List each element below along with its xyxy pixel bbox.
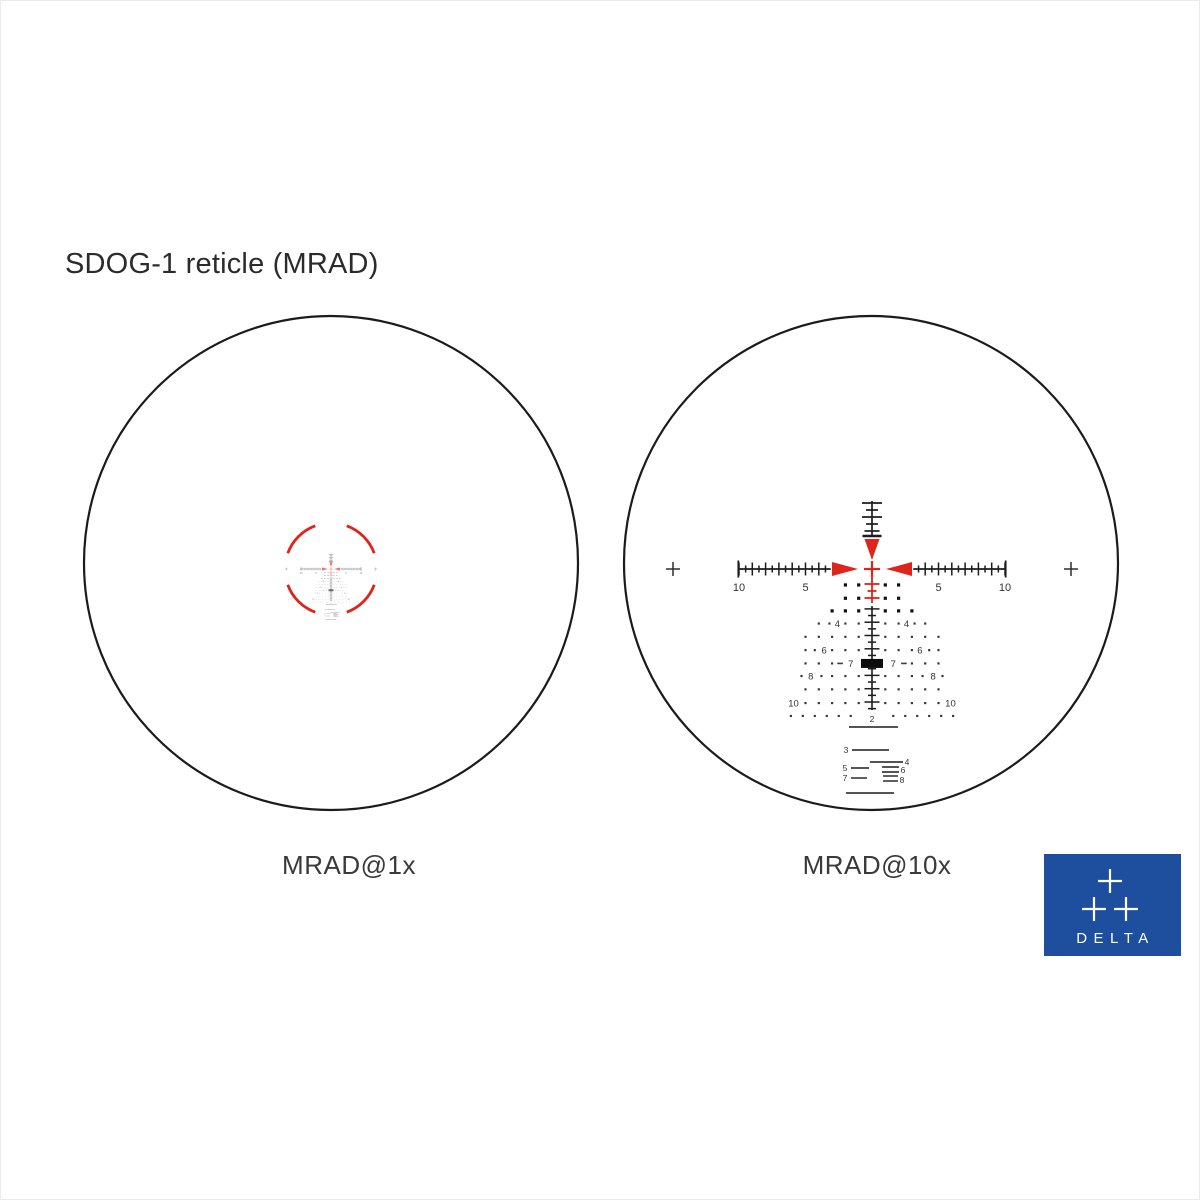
svg-text:5: 5 xyxy=(802,582,808,594)
svg-text:10: 10 xyxy=(300,572,303,575)
svg-text:5: 5 xyxy=(345,572,347,575)
svg-text:10: 10 xyxy=(999,582,1011,594)
delta-logo-plus-icons xyxy=(1082,869,1138,921)
scope-circle-10x xyxy=(622,314,1120,812)
svg-text:6: 6 xyxy=(337,614,338,616)
svg-text:4: 4 xyxy=(323,581,325,583)
svg-text:5: 5 xyxy=(315,572,317,575)
delta-brand-logo: DELTA xyxy=(1044,854,1181,956)
svg-text:4: 4 xyxy=(338,612,339,614)
delta-logo-wordmark: DELTA xyxy=(1076,930,1155,947)
svg-text:7: 7 xyxy=(335,590,337,592)
svg-text:10: 10 xyxy=(733,582,745,594)
svg-text:2: 2 xyxy=(330,602,331,604)
red-side-arrow xyxy=(334,567,340,571)
svg-text:4: 4 xyxy=(338,581,340,583)
svg-text:6: 6 xyxy=(917,646,922,657)
scope-circle-1x xyxy=(82,314,580,812)
svg-text:3: 3 xyxy=(325,609,326,611)
red-side-arrow xyxy=(832,562,858,576)
svg-text:7: 7 xyxy=(891,659,896,670)
svg-text:6: 6 xyxy=(901,765,906,775)
svg-text:6: 6 xyxy=(821,646,826,657)
red-down-arrow xyxy=(864,539,880,560)
svg-text:8: 8 xyxy=(900,775,905,785)
svg-text:4: 4 xyxy=(835,619,840,630)
red-side-arrow xyxy=(886,562,912,576)
holdover-box xyxy=(861,658,883,668)
svg-text:8: 8 xyxy=(808,671,813,682)
caption-mrad-1x: MRAD@1x xyxy=(282,850,416,880)
svg-text:10: 10 xyxy=(788,698,799,709)
svg-text:7: 7 xyxy=(326,590,328,592)
svg-text:8: 8 xyxy=(931,671,936,682)
red-down-arrow xyxy=(329,562,333,567)
svg-text:10: 10 xyxy=(360,572,363,575)
svg-text:3: 3 xyxy=(844,745,849,755)
svg-text:10: 10 xyxy=(945,698,956,709)
svg-text:10: 10 xyxy=(347,599,350,601)
red-side-arrow xyxy=(322,567,328,571)
svg-text:4: 4 xyxy=(905,757,910,767)
svg-text:6: 6 xyxy=(320,587,322,589)
svg-text:8: 8 xyxy=(337,616,338,618)
caption-mrad-10x: MRAD@10x xyxy=(802,850,952,880)
svg-text:8: 8 xyxy=(344,593,346,595)
svg-text:4: 4 xyxy=(904,619,909,630)
svg-text:6: 6 xyxy=(341,587,343,589)
page-title: SDOG-1 reticle (MRAD) xyxy=(65,248,379,280)
svg-text:2: 2 xyxy=(870,714,875,724)
svg-text:5: 5 xyxy=(843,763,848,773)
svg-text:10: 10 xyxy=(312,599,315,601)
svg-text:8: 8 xyxy=(317,593,319,595)
svg-text:5: 5 xyxy=(935,582,941,594)
svg-text:5: 5 xyxy=(324,613,325,615)
illuminated-segment-circle xyxy=(286,524,376,614)
svg-text:7: 7 xyxy=(843,773,848,783)
svg-text:7: 7 xyxy=(324,616,325,618)
svg-text:7: 7 xyxy=(848,659,853,670)
holdover-box xyxy=(328,589,334,592)
